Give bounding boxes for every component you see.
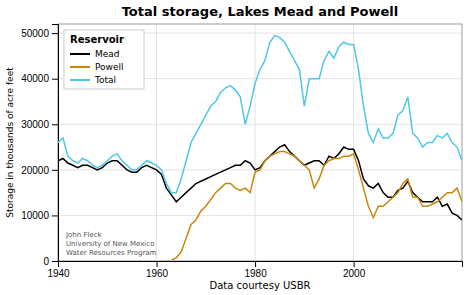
y-tick-label: 0 [43,256,49,267]
y-tick-label: 10000 [21,210,49,221]
grid-line [156,24,157,261]
series-line [58,35,462,192]
y-tick: 40000 [21,73,58,84]
legend-swatch [70,66,90,68]
legend-label: Total [94,75,116,85]
x-tick-label: 1980 [244,268,267,279]
y-tick: 10000 [21,210,58,221]
x-tick-mark [255,261,256,267]
series-line [171,152,462,260]
legend-swatch [70,79,90,81]
x-tick: 2000 [343,261,366,279]
x-axis-title: Data courtesy USBR [210,280,311,291]
y-axis: 0 10000 20000 30000 40000 50000 [21,25,58,267]
x-tick-label: 1940 [47,268,70,279]
grid-line [353,24,354,261]
legend-label: Mead [95,49,120,59]
y-tick-label: 50000 [21,28,49,39]
plot: 1940196019802000010000200003000040000500… [21,24,462,279]
annotation-line: John Fleck [65,231,103,239]
y-tick: 50000 [21,28,58,39]
y-tick-mark [52,261,58,262]
legend-box [64,30,144,89]
y-tick-mark [52,170,58,171]
legend-title: Reservoir [70,34,124,45]
y-tick-label: 20000 [21,165,49,176]
y-tick-mark [52,33,58,34]
y-tick-mark [52,124,58,125]
x-tick-mark [354,261,355,267]
x-tick-label: 2000 [343,268,366,279]
y-tick: 30000 [21,119,58,130]
annotation-line: University of New Mexico [66,240,154,248]
y-tick-mark [52,79,58,80]
x-tick-label: 1960 [146,268,169,279]
y-tick-label: 30000 [21,119,49,130]
y-tick: 20000 [21,165,58,176]
title: Total storage, Lakes Mead and Powell [122,4,399,19]
y-tick-label: 40000 [21,73,49,84]
x-axis-line [59,262,463,268]
legend-swatch [70,53,90,55]
y-tick-mark [52,215,58,216]
legend-label: Powell [95,62,124,72]
x-tick-mark [157,261,158,267]
y-axis-line [52,25,59,262]
x-tick: 1980 [244,261,267,279]
grid-line [255,24,256,261]
grid [58,24,462,261]
y-axis-title: Storage in thousands of acre feet [5,67,15,218]
y-tick: 0 [43,256,58,267]
x-tick: 1940 [47,261,70,279]
chart: 1940196019802000010000200003000040000500… [0,0,474,295]
legend: Reservoir Mead Powell Total [64,30,144,89]
annotation-line: Water Resources Program [66,249,157,257]
x-axis: 1940 1960 1980 2000 [47,261,462,279]
grid-line [58,215,462,216]
plot-frame [58,24,462,261]
annotation: John FleckUniversity of New MexicoWater … [65,231,157,257]
lines [58,35,462,260]
grid-line [58,124,462,125]
x-tick: 1960 [146,261,169,279]
